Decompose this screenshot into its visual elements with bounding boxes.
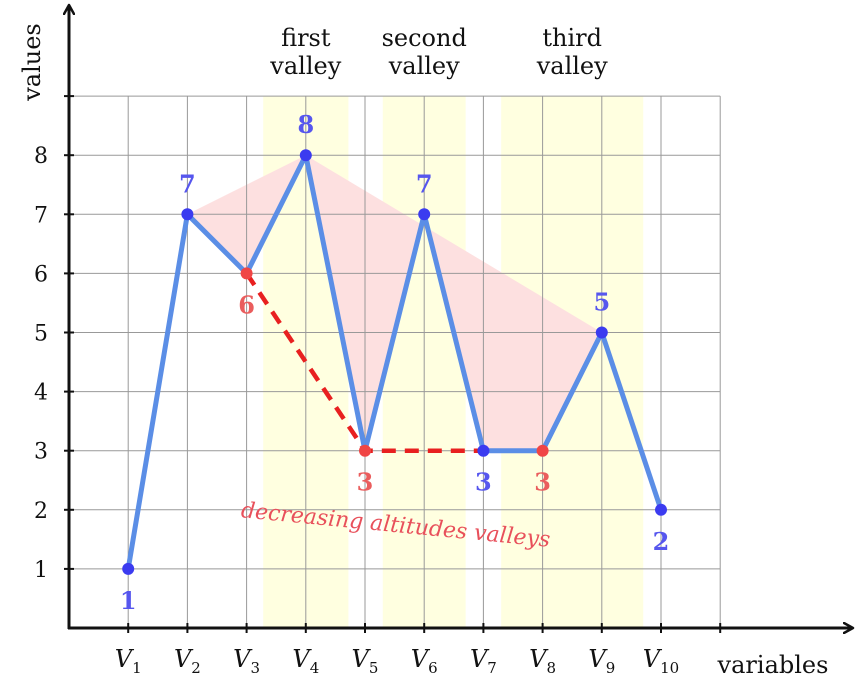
data-point-V8	[536, 444, 549, 457]
x-tick-label: V5	[352, 645, 379, 677]
data-point-V4	[299, 149, 312, 162]
x-tick-label: V7	[470, 645, 497, 677]
x-tick-label: V8	[529, 645, 556, 677]
data-label-V4: 8	[297, 110, 314, 139]
x-tick-label: V4	[292, 645, 319, 677]
x-tick-label: V1	[115, 645, 142, 677]
data-point-V6	[418, 208, 431, 221]
y-tick-label: 6	[34, 262, 48, 287]
y-tick-label: 3	[34, 440, 48, 465]
data-point-V9	[595, 326, 608, 339]
valley-band-sublabel-1: valley	[269, 52, 341, 80]
grid	[69, 95, 721, 628]
data-point-V2	[181, 208, 194, 221]
x-tick-label: V2	[174, 645, 201, 677]
y-tick-label: 5	[34, 322, 48, 347]
x-tick-label: V9	[588, 645, 615, 677]
valley-fill-polygon	[187, 155, 602, 451]
data-point-V7	[477, 444, 490, 457]
y-tick-label: 8	[34, 144, 48, 169]
x-tick-label: V3	[233, 645, 260, 677]
valley-band-sublabel-2: valley	[388, 52, 460, 80]
x-tick-label: V10	[643, 645, 679, 677]
data-point-V1	[122, 562, 135, 575]
data-label-V2: 7	[179, 169, 196, 198]
y-tick-label: 7	[34, 203, 48, 228]
data-label-V6: 7	[416, 169, 433, 198]
data-point-V3	[240, 267, 253, 280]
series-line	[125, 152, 664, 570]
valley-band-sublabel-3: valley	[536, 52, 608, 80]
data-point-V5	[359, 444, 371, 457]
series-polyline	[125, 152, 664, 570]
data-label-V7: 3	[475, 468, 492, 497]
valley-band-label-2: second	[382, 24, 467, 52]
data-label-V9: 5	[593, 288, 610, 317]
data-label-V10: 2	[653, 527, 670, 556]
axes	[64, 6, 852, 633]
data-points	[122, 149, 667, 575]
data-label-V8: 3	[534, 468, 551, 497]
data-label-V1: 1	[120, 586, 137, 615]
data-label-V5: 3	[357, 468, 374, 497]
valley-band-label-1: first	[281, 24, 331, 52]
y-tick-label: 2	[34, 499, 48, 524]
x-axis-label: variables	[717, 651, 829, 679]
data-point-V10	[655, 503, 667, 516]
valley-band-label-3: third	[542, 24, 602, 52]
x-tick-label: V6	[411, 645, 438, 677]
valley-fill-area	[187, 155, 602, 451]
data-label-V3: 6	[238, 290, 255, 319]
y-tick-label: 4	[34, 381, 48, 406]
y-axis-label: values	[18, 23, 46, 102]
y-tick-label: 1	[34, 558, 48, 583]
